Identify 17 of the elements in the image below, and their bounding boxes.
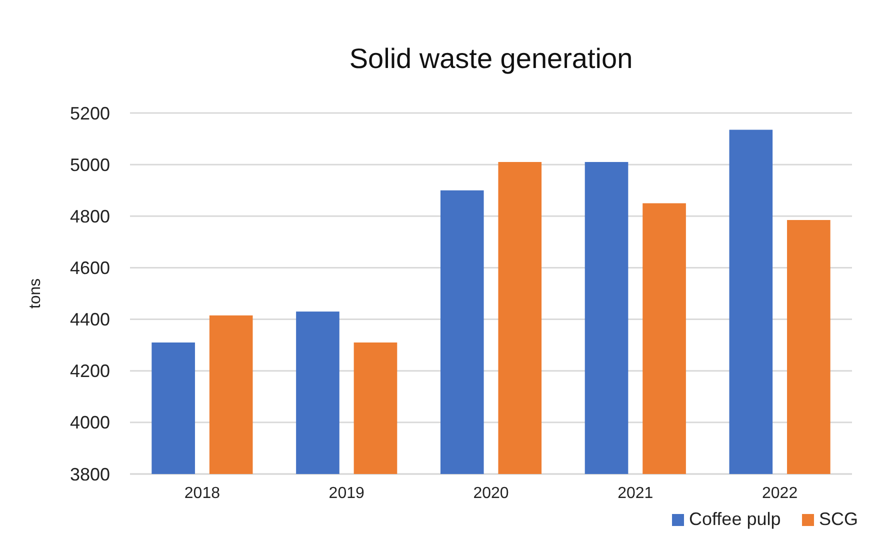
x-tick-label: 2019: [328, 485, 364, 502]
y-tick-label: 4200: [70, 361, 110, 382]
chart-title: Solid waste generation: [349, 43, 633, 74]
y-tick-label: 4000: [70, 412, 110, 433]
x-tick-label: 2020: [473, 485, 509, 502]
legend-label: Coffee pulp: [689, 509, 781, 529]
y-tick-label: 4800: [70, 206, 110, 226]
y-tick-label: 4400: [70, 310, 110, 330]
x-tick-label: 2018: [184, 485, 220, 502]
y-tick-label: 5200: [70, 103, 110, 124]
y-tick-label: 3800: [70, 464, 110, 484]
legend-label: SCG: [819, 509, 858, 529]
x-tick-label: 2021: [618, 485, 654, 502]
x-tick-label: 2022: [762, 485, 798, 502]
y-axis-title: tons: [27, 278, 44, 309]
y-tick-label: 4600: [70, 258, 110, 278]
y-tick-label: 5000: [70, 154, 110, 175]
